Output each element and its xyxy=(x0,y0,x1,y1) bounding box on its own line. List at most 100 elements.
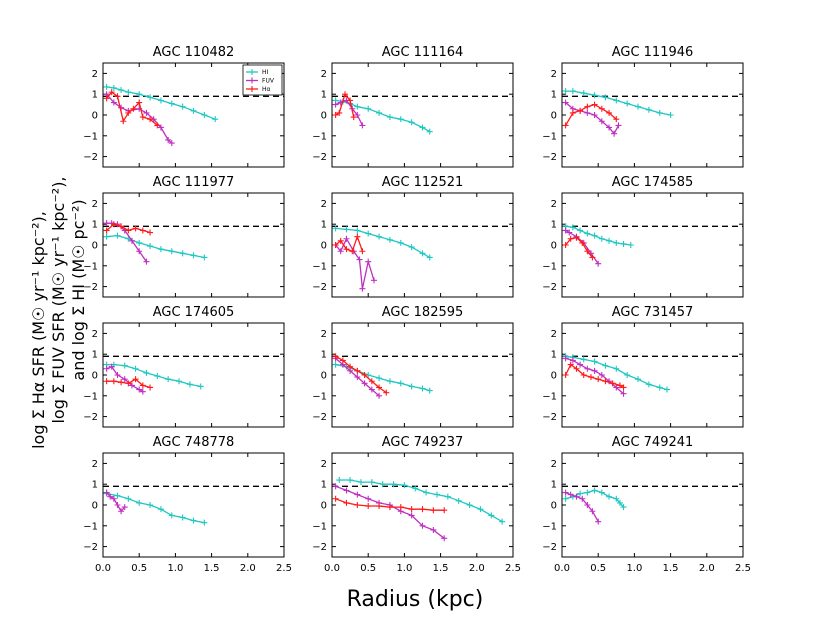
data-point-ha xyxy=(567,361,574,368)
panel-frame xyxy=(561,322,744,428)
data-point-ha xyxy=(616,382,623,389)
data-point-ha xyxy=(584,248,591,255)
data-point-fuv xyxy=(613,384,620,391)
data-point-hi xyxy=(157,506,164,513)
data-point-fuv xyxy=(598,118,605,125)
data-point-fuv xyxy=(359,122,366,129)
data-point-fuv xyxy=(368,386,375,393)
y-tick-label: 1 xyxy=(321,350,327,361)
y-tick-label: 1 xyxy=(92,90,98,101)
series-fuv xyxy=(103,489,128,515)
data-point-ha xyxy=(332,353,339,360)
data-point-ha xyxy=(365,503,372,510)
y-tick-label: 1 xyxy=(551,220,557,231)
panel-frame xyxy=(331,322,514,428)
x-tick-label: 1.5 xyxy=(204,563,220,574)
y-tick-label: −2 xyxy=(83,152,98,163)
data-point-ha xyxy=(430,507,437,514)
legend-marker xyxy=(249,69,255,75)
y-tick-label: 0 xyxy=(321,111,327,122)
data-point-ha xyxy=(349,248,356,255)
data-point-hi xyxy=(197,383,204,390)
data-point-ha xyxy=(103,95,110,102)
y-tick-label: 0 xyxy=(92,111,98,122)
data-point-fuv xyxy=(143,109,150,116)
data-point-hi xyxy=(499,518,506,525)
y-axis-label-line: log Σ FUV SFR (M☉ yr⁻¹ kpc⁻²), xyxy=(49,176,68,423)
data-point-ha xyxy=(361,372,368,378)
data-point-fuv xyxy=(591,112,598,118)
data-point-hi xyxy=(332,225,339,232)
data-point-hi xyxy=(201,112,208,118)
data-point-ha xyxy=(343,246,350,253)
data-point-hi xyxy=(602,362,609,369)
data-point-ha xyxy=(332,112,339,118)
legend-marker xyxy=(249,77,255,84)
y-tick-label: −1 xyxy=(312,521,327,532)
y-tick-label: 2 xyxy=(92,199,98,210)
data-point-fuv xyxy=(337,248,344,255)
data-point-ha xyxy=(620,384,627,391)
data-point-ha xyxy=(569,109,576,116)
y-tick-label: 1 xyxy=(92,350,98,361)
data-point-ha xyxy=(336,109,343,116)
series-hi xyxy=(562,353,670,393)
series-line-fuv xyxy=(565,102,620,135)
series-ha xyxy=(332,233,366,255)
data-point-fuv xyxy=(584,365,591,372)
data-point-fuv xyxy=(103,365,110,372)
data-point-fuv xyxy=(620,390,627,397)
series-hi xyxy=(103,232,208,261)
series-hi xyxy=(562,88,674,118)
series-ha xyxy=(332,353,390,396)
data-point-fuv xyxy=(359,285,366,292)
panel-4: AGC 111977 2 1 0 −1 −2 xyxy=(83,175,285,298)
y-tick-label: −2 xyxy=(312,412,327,423)
data-point-ha xyxy=(580,372,587,378)
y-tick-label: −1 xyxy=(542,391,557,402)
data-point-fuv xyxy=(589,508,596,515)
panel-10: AGC 748778 2 1 0 −1 −2 0.0 0.5 1.0 1.5 2.0 2.5 xyxy=(83,435,292,574)
series-fuv xyxy=(562,227,602,267)
data-point-ha xyxy=(587,374,594,381)
data-point-hi xyxy=(613,365,620,372)
panel-title: AGC 749237 xyxy=(382,435,464,450)
data-point-hi xyxy=(426,387,433,394)
data-point-hi xyxy=(168,248,175,255)
data-point-fuv xyxy=(370,277,377,284)
data-point-hi xyxy=(397,116,404,123)
series-fuv xyxy=(332,483,448,542)
data-point-ha xyxy=(118,223,125,230)
data-point-hi xyxy=(114,492,121,499)
y-tick-label: −1 xyxy=(542,521,557,532)
data-point-hi xyxy=(408,244,415,251)
series-line-fuv xyxy=(106,492,126,512)
x-tick-label: 0.5 xyxy=(360,563,376,574)
panel-5: AGC 112521 2 1 0 −1 −2 xyxy=(312,175,514,298)
data-point-hi xyxy=(423,489,430,496)
series-ha xyxy=(562,101,620,129)
data-point-hi xyxy=(488,512,495,519)
panel-title: AGC 111977 xyxy=(153,175,235,190)
data-point-ha xyxy=(573,234,580,241)
data-point-ha xyxy=(339,357,346,364)
data-point-ha xyxy=(376,503,383,510)
y-tick-label: −1 xyxy=(83,521,98,532)
panel-frame xyxy=(561,62,744,168)
data-point-ha xyxy=(408,506,415,513)
data-point-fuv xyxy=(591,367,598,374)
data-point-hi xyxy=(157,97,164,104)
data-point-hi xyxy=(386,378,393,385)
data-point-fuv xyxy=(408,512,415,519)
data-point-ha xyxy=(573,365,580,372)
data-point-ha xyxy=(591,101,598,108)
series-fuv xyxy=(562,355,627,397)
data-point-ha xyxy=(343,499,350,506)
data-point-hi xyxy=(179,250,186,257)
panel-8: AGC 182595 2 1 0 −1 −2 xyxy=(312,305,514,428)
data-point-ha xyxy=(120,118,127,125)
data-point-hi xyxy=(606,493,613,500)
data-point-ha xyxy=(347,363,354,370)
